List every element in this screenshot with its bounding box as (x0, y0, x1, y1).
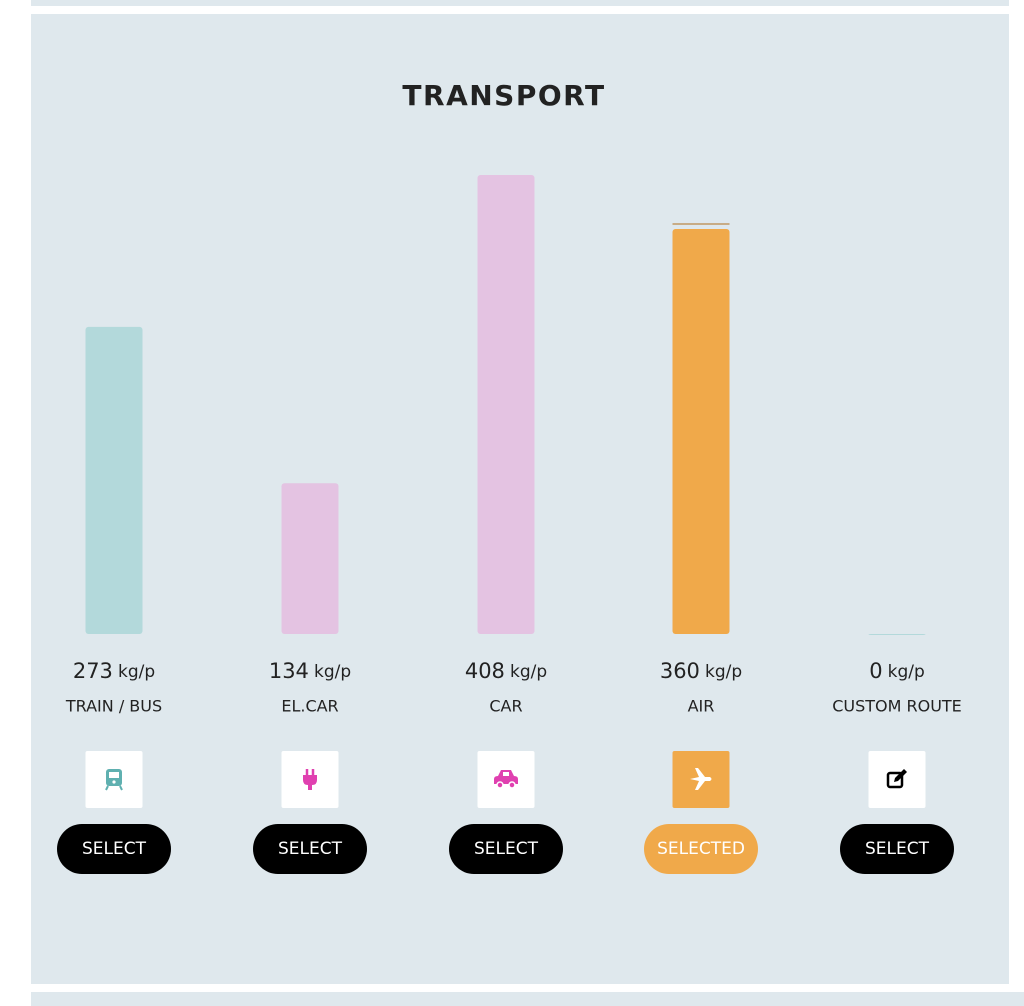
bar (477, 175, 535, 634)
bar (281, 483, 339, 634)
value-text: 0 kg/p (869, 659, 925, 683)
value-text: 273 kg/p (73, 659, 155, 683)
value-unit: kg/p (314, 662, 351, 682)
option-label: CAR (489, 697, 522, 716)
value-unit: kg/p (510, 662, 547, 682)
button-label[interactable]: SELECT (865, 839, 930, 859)
bottom-strip (31, 992, 1024, 1006)
option-label: AIR (688, 697, 715, 716)
value-number: 273 (73, 659, 113, 683)
icon (886, 769, 907, 789)
button-label[interactable]: SELECTED (657, 839, 745, 859)
button-bg[interactable] (840, 824, 954, 874)
option-label: TRAIN / BUS (65, 697, 162, 716)
bar (672, 229, 730, 634)
option-label: EL.CAR (281, 697, 338, 716)
button-bg[interactable] (644, 824, 758, 874)
value-text: 408 kg/p (465, 659, 547, 683)
icon (303, 769, 317, 790)
button-label[interactable]: SELECT (278, 839, 343, 859)
button-label[interactable]: SELECT (82, 839, 147, 859)
value-number: 360 (660, 659, 700, 683)
icon (494, 770, 518, 789)
value-unit: kg/p (888, 662, 925, 682)
bar (868, 634, 926, 635)
select-button[interactable]: SELECT (57, 824, 171, 874)
value-number: 134 (269, 659, 309, 683)
select-button[interactable]: SELECT (449, 824, 563, 874)
value-number: 408 (465, 659, 505, 683)
top-strip (31, 0, 1009, 6)
select-button[interactable]: SELECT (840, 824, 954, 874)
bar (85, 326, 143, 634)
value-text: 360 kg/p (660, 659, 742, 683)
button-bg[interactable] (253, 824, 367, 874)
button-bg[interactable] (449, 824, 563, 874)
button-bg[interactable] (57, 824, 171, 874)
icon (105, 769, 123, 791)
button-label[interactable]: SELECT (474, 839, 539, 859)
value-unit: kg/p (118, 662, 155, 682)
value-number: 0 (869, 659, 882, 683)
icon (690, 768, 712, 790)
title: TRANSPORT (402, 79, 605, 112)
select-button[interactable]: SELECT (253, 824, 367, 874)
option-label: CUSTOM ROUTE (832, 697, 962, 716)
value-unit: kg/p (705, 662, 742, 682)
value-text: 134 kg/p (269, 659, 351, 683)
select-button[interactable]: SELECTED (644, 824, 758, 874)
